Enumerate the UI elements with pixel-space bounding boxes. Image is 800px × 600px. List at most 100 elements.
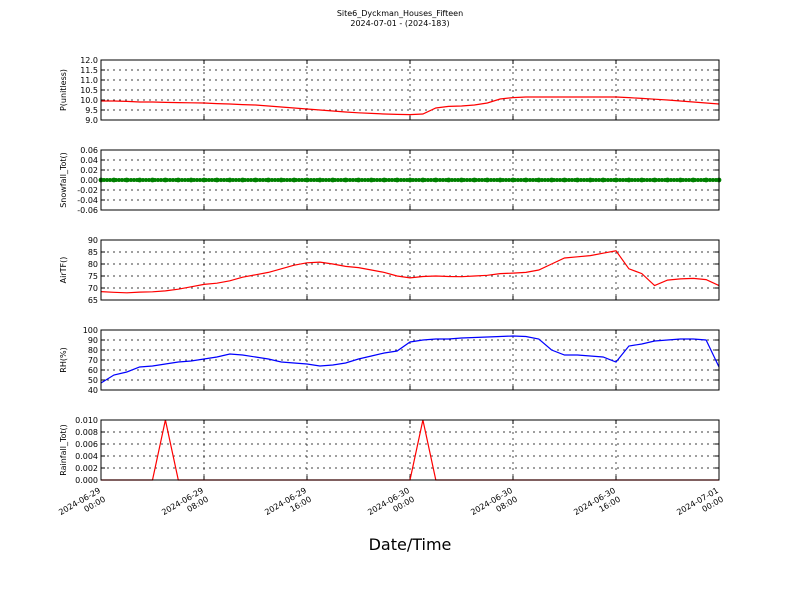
marker (162, 177, 168, 183)
marker-fill (348, 178, 352, 182)
marker-fill (288, 178, 292, 182)
marker-fill (141, 178, 145, 182)
y-tick-label: -0.06 (77, 206, 98, 215)
marker-fill (567, 178, 571, 182)
marker (587, 177, 593, 183)
marker-fill (648, 178, 652, 182)
y-axis-label: P(unitless) (59, 69, 68, 111)
marker (677, 177, 683, 183)
data-line (101, 96, 720, 116)
y-tick-label: 0.04 (80, 156, 98, 165)
marker-fill (339, 178, 343, 182)
marker-fill (594, 178, 598, 182)
y-tick-label: 10.0 (80, 96, 98, 105)
marker (639, 177, 645, 183)
marker (330, 177, 336, 183)
marker (278, 177, 284, 183)
marker-fill (531, 178, 535, 182)
y-tick-label: 0.002 (75, 464, 98, 473)
marker (111, 177, 117, 183)
y-tick-label: 0.000 (75, 476, 98, 485)
marker-fill (234, 178, 238, 182)
marker-fill (618, 178, 622, 182)
y-tick-label: 11.0 (80, 76, 98, 85)
marker-fill (309, 178, 313, 182)
marker-fill (327, 178, 331, 182)
marker-fill (402, 178, 406, 182)
marker (652, 177, 658, 183)
marker-fill (579, 178, 583, 182)
marker-fill (570, 178, 574, 182)
marker (600, 177, 606, 183)
marker (317, 177, 323, 183)
y-tick-label: 75 (88, 272, 98, 281)
marker-fill (261, 178, 265, 182)
y-axis-label: RH(%) (59, 347, 68, 372)
marker-fill (438, 178, 442, 182)
x-tick-label: 2024-06-2908:00 (160, 486, 210, 526)
y-tick-label: 0.02 (80, 166, 98, 175)
y-axis-label: Rainfall_Tot() (59, 424, 68, 476)
y-tick-label: 80 (88, 346, 98, 355)
marker-fill (276, 178, 280, 182)
marker (459, 177, 464, 183)
marker-fill (675, 178, 679, 182)
marker-fill (453, 178, 457, 182)
plot-frame (100, 149, 720, 211)
marker-fill (636, 178, 640, 182)
marker (265, 177, 271, 183)
marker-fill (429, 178, 433, 182)
marker-fill (477, 178, 481, 182)
marker-fill (117, 178, 121, 182)
marker-fill (171, 178, 175, 182)
y-tick-label: 0.008 (75, 428, 98, 437)
marker-fill (504, 178, 508, 182)
marker (536, 177, 542, 183)
marker-fill (516, 178, 520, 182)
y-tick-label: 70 (88, 284, 98, 293)
marker-fill (528, 178, 532, 182)
marker-fill (105, 178, 109, 182)
figure-title: Site6_Dyckman_Houses_Fifteen (337, 9, 463, 18)
marker-fill (144, 178, 148, 182)
marker-fill (657, 178, 661, 182)
marker (446, 177, 452, 183)
y-tick-label: 0.00 (80, 176, 98, 185)
marker-fill (375, 178, 379, 182)
marker-fill (696, 178, 700, 182)
marker (214, 177, 220, 183)
marker-fill (597, 178, 601, 182)
plot-frame (100, 239, 720, 301)
marker-fill (312, 178, 316, 182)
y-tick-label: -0.04 (77, 196, 98, 205)
marker-fill (465, 178, 469, 182)
y-tick-label: 0.004 (75, 452, 98, 461)
marker-fill (222, 178, 226, 182)
marker (665, 177, 670, 183)
marker-fill (336, 178, 340, 182)
marker-fill (519, 178, 523, 182)
marker-fill (108, 178, 112, 182)
marker-fill (414, 178, 418, 182)
marker (523, 177, 529, 183)
marker-fill (249, 178, 253, 182)
marker (471, 177, 477, 183)
y-tick-label: 60 (88, 366, 98, 375)
x-axis-label: Date/Time (369, 535, 452, 554)
marker-fill (147, 178, 151, 182)
marker (703, 177, 709, 183)
marker-fill (363, 178, 367, 182)
marker-fill (285, 178, 289, 182)
marker-fill (366, 178, 370, 182)
marker-fill (540, 178, 544, 182)
y-tick-label: 9.0 (85, 116, 98, 125)
y-tick-label: 90 (88, 336, 98, 345)
data-line (100, 335, 720, 384)
y-tick-label: 50 (88, 376, 98, 385)
marker (562, 177, 567, 183)
y-tick-label: 0.06 (80, 146, 98, 155)
marker-fill (219, 178, 223, 182)
marker-fill (417, 178, 421, 182)
marker (394, 177, 400, 183)
marker-fill (120, 178, 124, 182)
